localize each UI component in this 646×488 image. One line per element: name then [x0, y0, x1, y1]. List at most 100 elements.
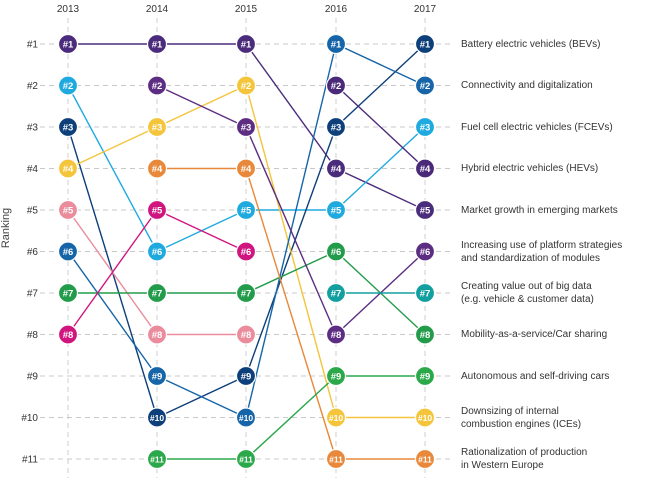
rank-marker-label: #6 — [63, 247, 74, 258]
series-line-segment — [156, 375, 247, 419]
rank-marker — [414, 75, 436, 96]
rank-marker-label: #3 — [331, 123, 342, 134]
rank-marker-label: #7 — [241, 289, 252, 300]
rank-marker — [414, 407, 436, 428]
rank-marker — [57, 241, 79, 262]
rank-marker-label: #5 — [152, 206, 163, 217]
rank-marker-label: #9 — [241, 372, 252, 383]
legend-entry: Downsizing of internal combustion engine… — [461, 405, 582, 430]
rank-marker — [57, 282, 79, 304]
rank-marker-label: #9 — [152, 372, 163, 383]
series-line-segment — [245, 375, 337, 460]
legend-entry: Market growth in emerging markets — [461, 204, 618, 216]
rank-marker-label: #1 — [152, 40, 163, 51]
rank-marker — [146, 33, 168, 55]
rank-marker-label: #7 — [331, 289, 342, 300]
series-line-segment — [245, 126, 337, 335]
rank-marker-label: #5 — [63, 206, 74, 217]
rank-marker-label: #7 — [420, 289, 431, 300]
rank-marker — [146, 75, 168, 96]
rank-marker — [325, 241, 347, 262]
series-line-segment — [156, 84, 247, 128]
rank-marker-label: #10 — [239, 413, 253, 423]
rank-marker — [235, 324, 257, 345]
rank-marker — [235, 33, 257, 55]
rank-marker-label: #11 — [239, 455, 253, 465]
rank-marker-label: #6 — [331, 247, 342, 258]
legend-entry: Rationalization of production in Western… — [461, 447, 588, 471]
legend-entry: Battery electric vehicles (BEVs) — [461, 38, 601, 50]
series-line-segment — [335, 43, 426, 87]
series-line-segment — [67, 209, 158, 335]
rank-marker — [414, 199, 436, 221]
y-tick-label: #6 — [27, 247, 39, 258]
series-line-segment — [67, 85, 158, 252]
rank-marker-label: #2 — [152, 81, 163, 92]
y-axis-title: Ranking — [0, 207, 13, 249]
rank-marker — [325, 158, 347, 179]
rank-marker — [414, 282, 436, 304]
rank-marker-label: #3 — [241, 123, 252, 134]
x-tick-label: 2014 — [146, 4, 169, 15]
rank-marker — [235, 282, 257, 304]
rank-marker-label: #6 — [152, 247, 163, 258]
rank-marker-label: #2 — [420, 81, 431, 92]
rank-marker — [57, 33, 79, 55]
y-tick-label: #2 — [27, 81, 39, 92]
series-line-segment — [335, 167, 426, 211]
rank-marker — [146, 324, 168, 345]
rank-marker-label: #3 — [152, 123, 163, 134]
rank-marker — [235, 407, 257, 428]
y-tick-label: #1 — [27, 40, 39, 51]
rank-marker — [414, 448, 436, 470]
rank-marker-label: #8 — [241, 330, 252, 341]
rank-marker — [325, 116, 347, 138]
rank-marker — [146, 158, 168, 179]
rank-marker-label: #11 — [418, 455, 432, 465]
y-axis-tick-labels: #1 #2 #3 #4 #5 #6 #7 #8 #9 #10 #11 — [21, 40, 38, 466]
rank-marker-label: #1 — [331, 40, 342, 51]
rank-marker — [325, 199, 347, 221]
rank-marker-label: #1 — [63, 40, 74, 51]
rank-marker — [235, 116, 257, 138]
rank-marker-label: #8 — [152, 330, 163, 341]
rank-marker-label: #7 — [152, 289, 163, 300]
rank-marker-label: #11 — [150, 455, 164, 465]
rank-marker — [414, 116, 436, 138]
rank-marker — [146, 365, 168, 387]
y-tick-label: #8 — [27, 330, 39, 341]
series-line-segment — [245, 250, 337, 294]
rank-marker-label: #6 — [241, 247, 252, 258]
y-tick-label: #11 — [22, 455, 38, 466]
rank-marker-label: #2 — [331, 81, 342, 92]
rank-marker — [57, 324, 79, 345]
rank-marker — [57, 116, 79, 138]
series-line-segment — [67, 126, 158, 170]
y-tick-label: #4 — [27, 164, 39, 175]
y-tick-label: #7 — [27, 289, 39, 300]
series-line-segment — [335, 84, 426, 170]
rank-marker-label: #4 — [241, 164, 252, 175]
y-tick-label: #10 — [21, 413, 38, 424]
series-lines — [67, 43, 426, 460]
rank-marker — [146, 116, 168, 138]
rank-marker — [414, 324, 436, 345]
rank-marker-label: #4 — [420, 164, 431, 175]
x-axis-tick-labels: 2013 2014 2015 2016 2017 — [57, 4, 437, 15]
series-line-segment — [335, 43, 426, 128]
x-tick-label: 2015 — [235, 4, 258, 15]
rank-marker-label: #1 — [241, 40, 252, 51]
rank-marker — [414, 365, 436, 387]
rank-marker — [146, 407, 168, 428]
rank-marker-label: #11 — [329, 455, 343, 465]
series-markers: #1 #1 #1 #4 #5 #2 #6 #5 #5 #3 #3 #10 #9 #3 #1 #4 #3 #2 #10… — [57, 33, 436, 470]
series-line-segment — [335, 126, 426, 211]
rank-marker — [235, 365, 257, 387]
rank-marker-label: #2 — [241, 81, 252, 92]
rank-marker — [414, 158, 436, 179]
rank-marker — [146, 241, 168, 262]
x-tick-label: 2016 — [325, 4, 348, 15]
rank-marker-label: #7 — [63, 289, 74, 300]
rank-marker — [235, 199, 257, 221]
rank-marker — [235, 75, 257, 96]
